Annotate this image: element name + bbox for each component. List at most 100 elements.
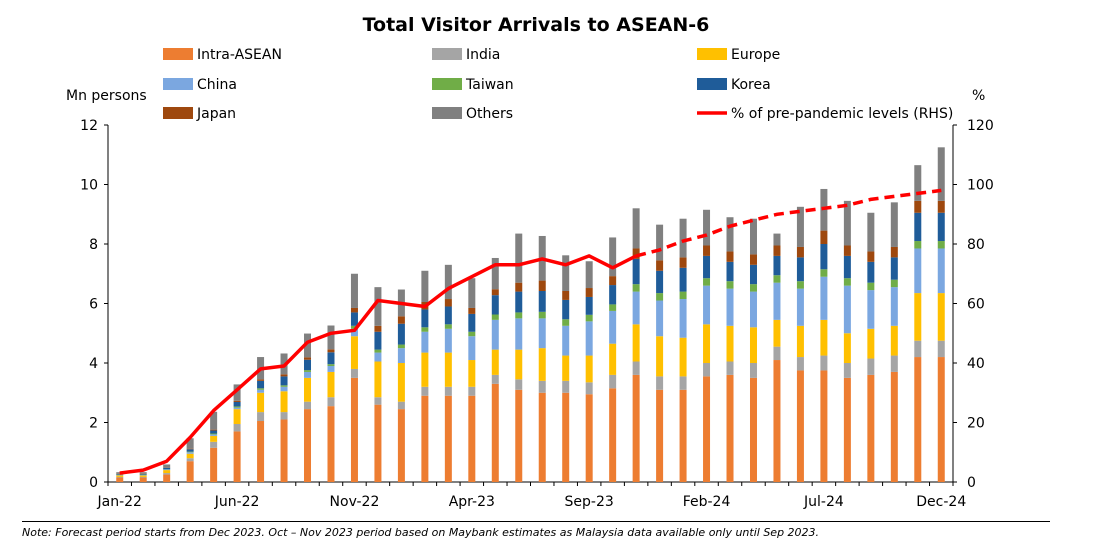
bar-stack-Sep-23	[585, 261, 593, 482]
bar-segment-India	[139, 476, 147, 478]
bar-segment-Taiwan	[937, 241, 945, 249]
bar-segment-Korea	[186, 449, 194, 452]
legend-swatch-Korea	[697, 78, 727, 90]
bar-segment-China	[703, 285, 711, 325]
chart-title: Total Visitor Arrivals to ASEAN-6	[363, 14, 710, 36]
bar-segment-Taiwan	[515, 312, 523, 319]
bar-segment-Intra-ASEAN	[139, 477, 147, 482]
bar-segment-China	[257, 389, 265, 393]
bars-layer	[116, 147, 945, 483]
bar-segment-India	[210, 441, 218, 448]
bar-segment-Intra-ASEAN	[749, 377, 757, 483]
legend-label-Korea: Korea	[731, 77, 771, 93]
bar-segment-China	[773, 282, 781, 320]
bar-segment-India	[304, 401, 312, 410]
bar-stack-Dec-23	[656, 224, 664, 482]
bar-segment-China	[350, 328, 358, 337]
bar-segment-Others	[468, 278, 476, 308]
bar-segment-Japan	[773, 245, 781, 256]
bar-segment-Others	[679, 218, 687, 258]
chart-legend: Intra-ASEAN India Europe China Taiwan Korea Ja…	[163, 47, 953, 122]
bar-segment-India	[327, 397, 335, 407]
bar-segment-China	[914, 248, 922, 294]
bar-segment-Europe	[280, 391, 288, 413]
legend-label-Japan: Japan	[196, 106, 236, 122]
x-tick-label: Jul-24	[803, 494, 844, 510]
bar-segment-China	[139, 474, 147, 476]
bar-stack-Oct-22	[327, 325, 335, 482]
bar-segment-Japan	[914, 200, 922, 213]
bar-segment-Taiwan	[538, 311, 546, 319]
bar-segment-Others	[867, 212, 875, 252]
bar-segment-Others	[327, 325, 335, 350]
legend-label-India: India	[466, 47, 500, 63]
bar-segment-Europe	[937, 293, 945, 341]
bar-stack-Aug-22	[280, 353, 288, 482]
bar-segment-Europe	[773, 319, 781, 347]
bar-stack-Jul-24	[820, 188, 828, 482]
bar-segment-Intra-ASEAN	[468, 395, 476, 482]
bar-segment-Europe	[656, 336, 664, 377]
bar-segment-Japan	[327, 349, 335, 353]
legend-label-Others: Others	[466, 106, 513, 122]
bar-segment-Taiwan	[632, 284, 640, 292]
bar-segment-Europe	[327, 371, 335, 398]
bar-segment-Others	[773, 233, 781, 246]
bar-segment-Taiwan	[304, 370, 312, 372]
bar-segment-Intra-ASEAN	[538, 392, 546, 482]
bar-segment-Others	[210, 411, 218, 430]
bar-stack-Feb-24	[703, 209, 711, 482]
bar-segment-Others	[585, 261, 593, 289]
bar-segment-Korea	[139, 473, 147, 475]
bar-segment-Europe	[679, 337, 687, 377]
bar-segment-Europe	[421, 352, 429, 387]
bar-segment-Europe	[562, 355, 570, 381]
bar-stack-Jul-23	[538, 235, 546, 482]
bar-segment-Intra-ASEAN	[796, 370, 804, 482]
bar-segment-China	[632, 291, 640, 325]
bar-segment-Intra-ASEAN	[679, 389, 687, 482]
bar-stack-Sep-22	[304, 333, 312, 482]
bar-segment-Europe	[890, 325, 898, 356]
bar-segment-Japan	[679, 257, 687, 268]
bar-segment-India	[444, 386, 452, 396]
bar-segment-Korea	[656, 270, 664, 294]
bar-segment-Intra-ASEAN	[374, 404, 382, 482]
line-series-actual	[119, 254, 637, 475]
bar-segment-Korea	[444, 306, 452, 325]
bar-segment-Europe	[210, 435, 218, 442]
bar-segment-Taiwan	[656, 293, 664, 301]
bar-segment-China	[515, 318, 523, 350]
y-tick-label-right: 120	[967, 118, 994, 134]
bar-segment-Intra-ASEAN	[304, 409, 312, 482]
bar-segment-Europe	[397, 363, 405, 402]
bar-segment-Intra-ASEAN	[280, 419, 288, 482]
bar-segment-Japan	[562, 291, 570, 300]
bar-segment-Japan	[609, 276, 617, 286]
bar-segment-India	[585, 382, 593, 395]
bar-segment-Europe	[914, 293, 922, 341]
bar-segment-Japan	[186, 448, 194, 450]
bar-stack-Jan-23	[397, 289, 405, 482]
bar-segment-China	[280, 386, 288, 392]
line-series-forecast	[635, 188, 942, 258]
y-axis-left-label: Mn persons	[66, 88, 147, 104]
bar-segment-Europe	[867, 328, 875, 359]
bar-segment-Intra-ASEAN	[726, 374, 734, 482]
bar-segment-China	[233, 407, 241, 410]
bar-segment-Intra-ASEAN	[914, 357, 922, 482]
bar-segment-Others	[421, 270, 429, 303]
bar-segment-Korea	[350, 312, 358, 326]
bar-segment-Taiwan	[703, 278, 711, 286]
bar-segment-India	[538, 380, 546, 393]
bar-segment-Japan	[796, 246, 804, 258]
bar-stack-Mar-24	[726, 217, 734, 482]
bar-segment-Korea	[515, 291, 523, 313]
bar-segment-Intra-ASEAN	[186, 461, 194, 482]
bar-segment-Korea	[210, 430, 218, 434]
bar-segment-Korea	[257, 380, 265, 389]
y-tick-label-left: 4	[89, 356, 98, 372]
bar-segment-Japan	[867, 251, 875, 262]
x-tick-label: Feb-24	[683, 494, 731, 510]
bar-segment-Korea	[468, 313, 476, 332]
